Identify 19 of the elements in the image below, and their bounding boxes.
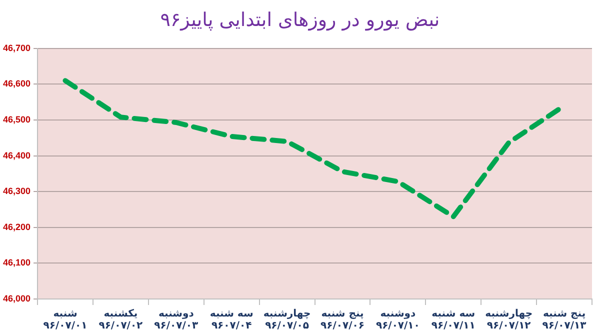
- x-tick-label: دوشنبه ۹۶/۰۷/۰۳: [154, 308, 198, 332]
- x-tick-label: چهارشنبه ۹۶/۰۷/۱۲: [485, 308, 533, 332]
- y-tick-label: 46,000: [2, 293, 31, 304]
- x-tick-label: سه شنبه ۹۶/۰۷/۱۱: [431, 308, 476, 332]
- x-tick-label: دوشنبه ۹۶/۰۷/۱۰: [376, 308, 420, 332]
- y-tick-label: 46,700: [2, 42, 31, 53]
- y-tick-label: 46,200: [2, 222, 31, 232]
- chart-title: نبض یورو در روزهای ابتدایی پاییز۹۶: [159, 8, 441, 33]
- x-tick-label: پنج شنبه ۹۶/۰۷/۰۶: [320, 308, 364, 332]
- x-tick-label: یکشنبه ۹۶/۰۷/۰۲: [98, 308, 143, 332]
- y-tick-label: 46,500: [2, 114, 31, 124]
- y-tick-label: 46,300: [2, 186, 31, 196]
- x-tick-label: شنبه ۹۶/۰۷/۰۱: [43, 308, 88, 332]
- x-tick-label: سه شنبه ۹۶۰۷/۰۴: [210, 308, 254, 332]
- y-tick-label: 46,400: [2, 150, 31, 160]
- x-tick-label: چهارشنبه ۹۶/۰۷/۰۵: [263, 308, 311, 332]
- x-tick-label: پنج شنبه ۹۶/۰۷/۱۳: [542, 308, 586, 332]
- y-tick-label: 46,600: [2, 78, 31, 89]
- y-tick-label: 46,100: [2, 258, 31, 268]
